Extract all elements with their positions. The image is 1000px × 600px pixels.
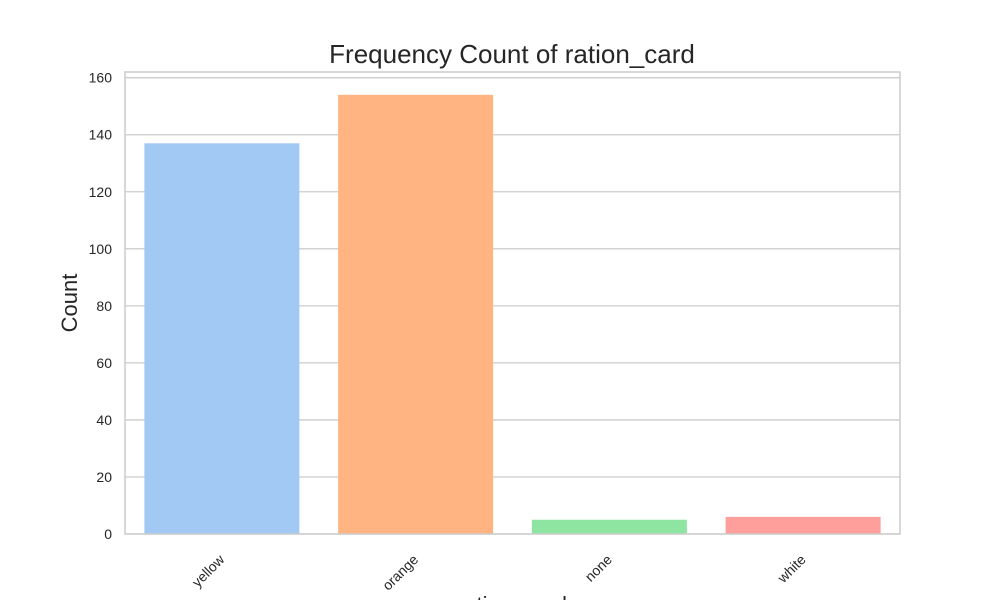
y-tick-label: 80 xyxy=(96,298,112,314)
y-axis-label: Count xyxy=(57,274,82,333)
y-tick-label: 40 xyxy=(96,412,112,428)
x-tick-label: yellow xyxy=(189,551,228,590)
x-tick-label: orange xyxy=(379,551,421,593)
x-tick-label: white xyxy=(774,551,809,586)
y-tick-label: 0 xyxy=(104,526,112,542)
y-tick-label: 140 xyxy=(89,127,113,143)
y-tick-label: 20 xyxy=(96,469,112,485)
y-tick-label: 60 xyxy=(96,355,112,371)
x-tick-label: none xyxy=(582,551,615,584)
bar-white xyxy=(725,516,881,534)
bar-yellow xyxy=(144,143,300,534)
bar-none xyxy=(531,519,687,534)
plot-frame xyxy=(124,71,901,535)
x-tick-labels: yellow orange none white xyxy=(189,551,809,594)
x-axis-label: ration_card xyxy=(457,592,567,600)
y-tick-labels: 0 20 40 60 80 100 120 140 160 xyxy=(89,70,113,542)
bars xyxy=(144,94,881,534)
y-tick-label: 120 xyxy=(89,184,113,200)
chart-title: Frequency Count of ration_card xyxy=(329,39,695,69)
bar-orange xyxy=(338,94,494,534)
y-tick-label: 160 xyxy=(89,70,113,86)
y-tick-label: 100 xyxy=(89,241,113,257)
